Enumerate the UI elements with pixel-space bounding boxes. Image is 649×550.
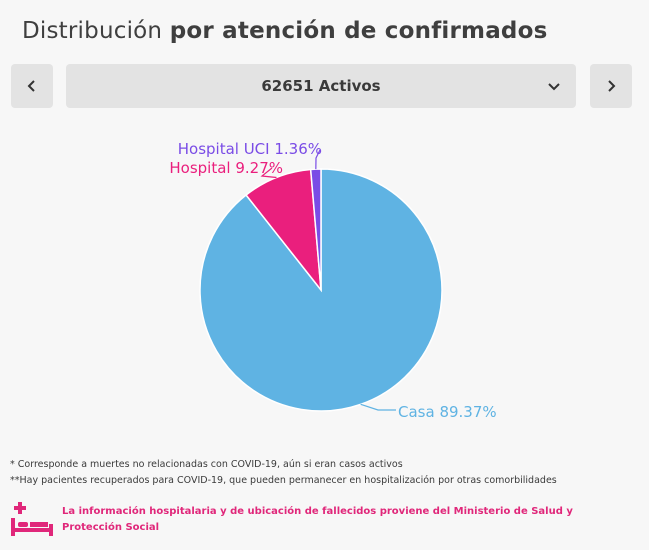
footnotes: * Corresponde a muertes no relacionadas … bbox=[10, 457, 645, 489]
hospital-bed-icon bbox=[11, 502, 53, 536]
chevron-right-icon bbox=[608, 80, 616, 92]
selector-value: 62651 Activos bbox=[261, 77, 381, 95]
title-light: Distribución bbox=[22, 18, 163, 44]
chevron-left-icon bbox=[27, 80, 35, 92]
info-banner: La información hospitalaria y de ubicaci… bbox=[10, 500, 645, 542]
title-bold: por atención de confirmados bbox=[169, 18, 548, 44]
slice-label-casa: Casa 89.37% bbox=[398, 403, 497, 421]
pie-slice-hospital-uci bbox=[309, 168, 322, 291]
leader-line-casa bbox=[360, 403, 396, 411]
chevron-down-icon bbox=[548, 83, 560, 91]
next-button[interactable] bbox=[590, 64, 632, 108]
leader-line-hospital-uci bbox=[315, 149, 321, 170]
prev-button[interactable] bbox=[11, 64, 53, 108]
pie-chart: Casa 89.37% Hospital 9.27%Hospital UCI 1.… bbox=[169, 140, 497, 421]
slice-label-hospital: Hospital 9.27% bbox=[169, 159, 283, 177]
cases-selector[interactable]: 62651 Activos bbox=[66, 64, 576, 108]
info-text: La información hospitalaria y de ubicaci… bbox=[62, 506, 573, 533]
slice-label-hospital-uci: Hospital UCI 1.36% bbox=[178, 140, 322, 158]
footnote-2: **Hay pacientes recuperados para COVID-1… bbox=[10, 475, 557, 486]
footnote-1: * Corresponde a muertes no relacionadas … bbox=[10, 459, 403, 470]
page-title: Distribución por atención de confirmados bbox=[22, 18, 548, 44]
leader-line-hospital bbox=[260, 167, 277, 179]
